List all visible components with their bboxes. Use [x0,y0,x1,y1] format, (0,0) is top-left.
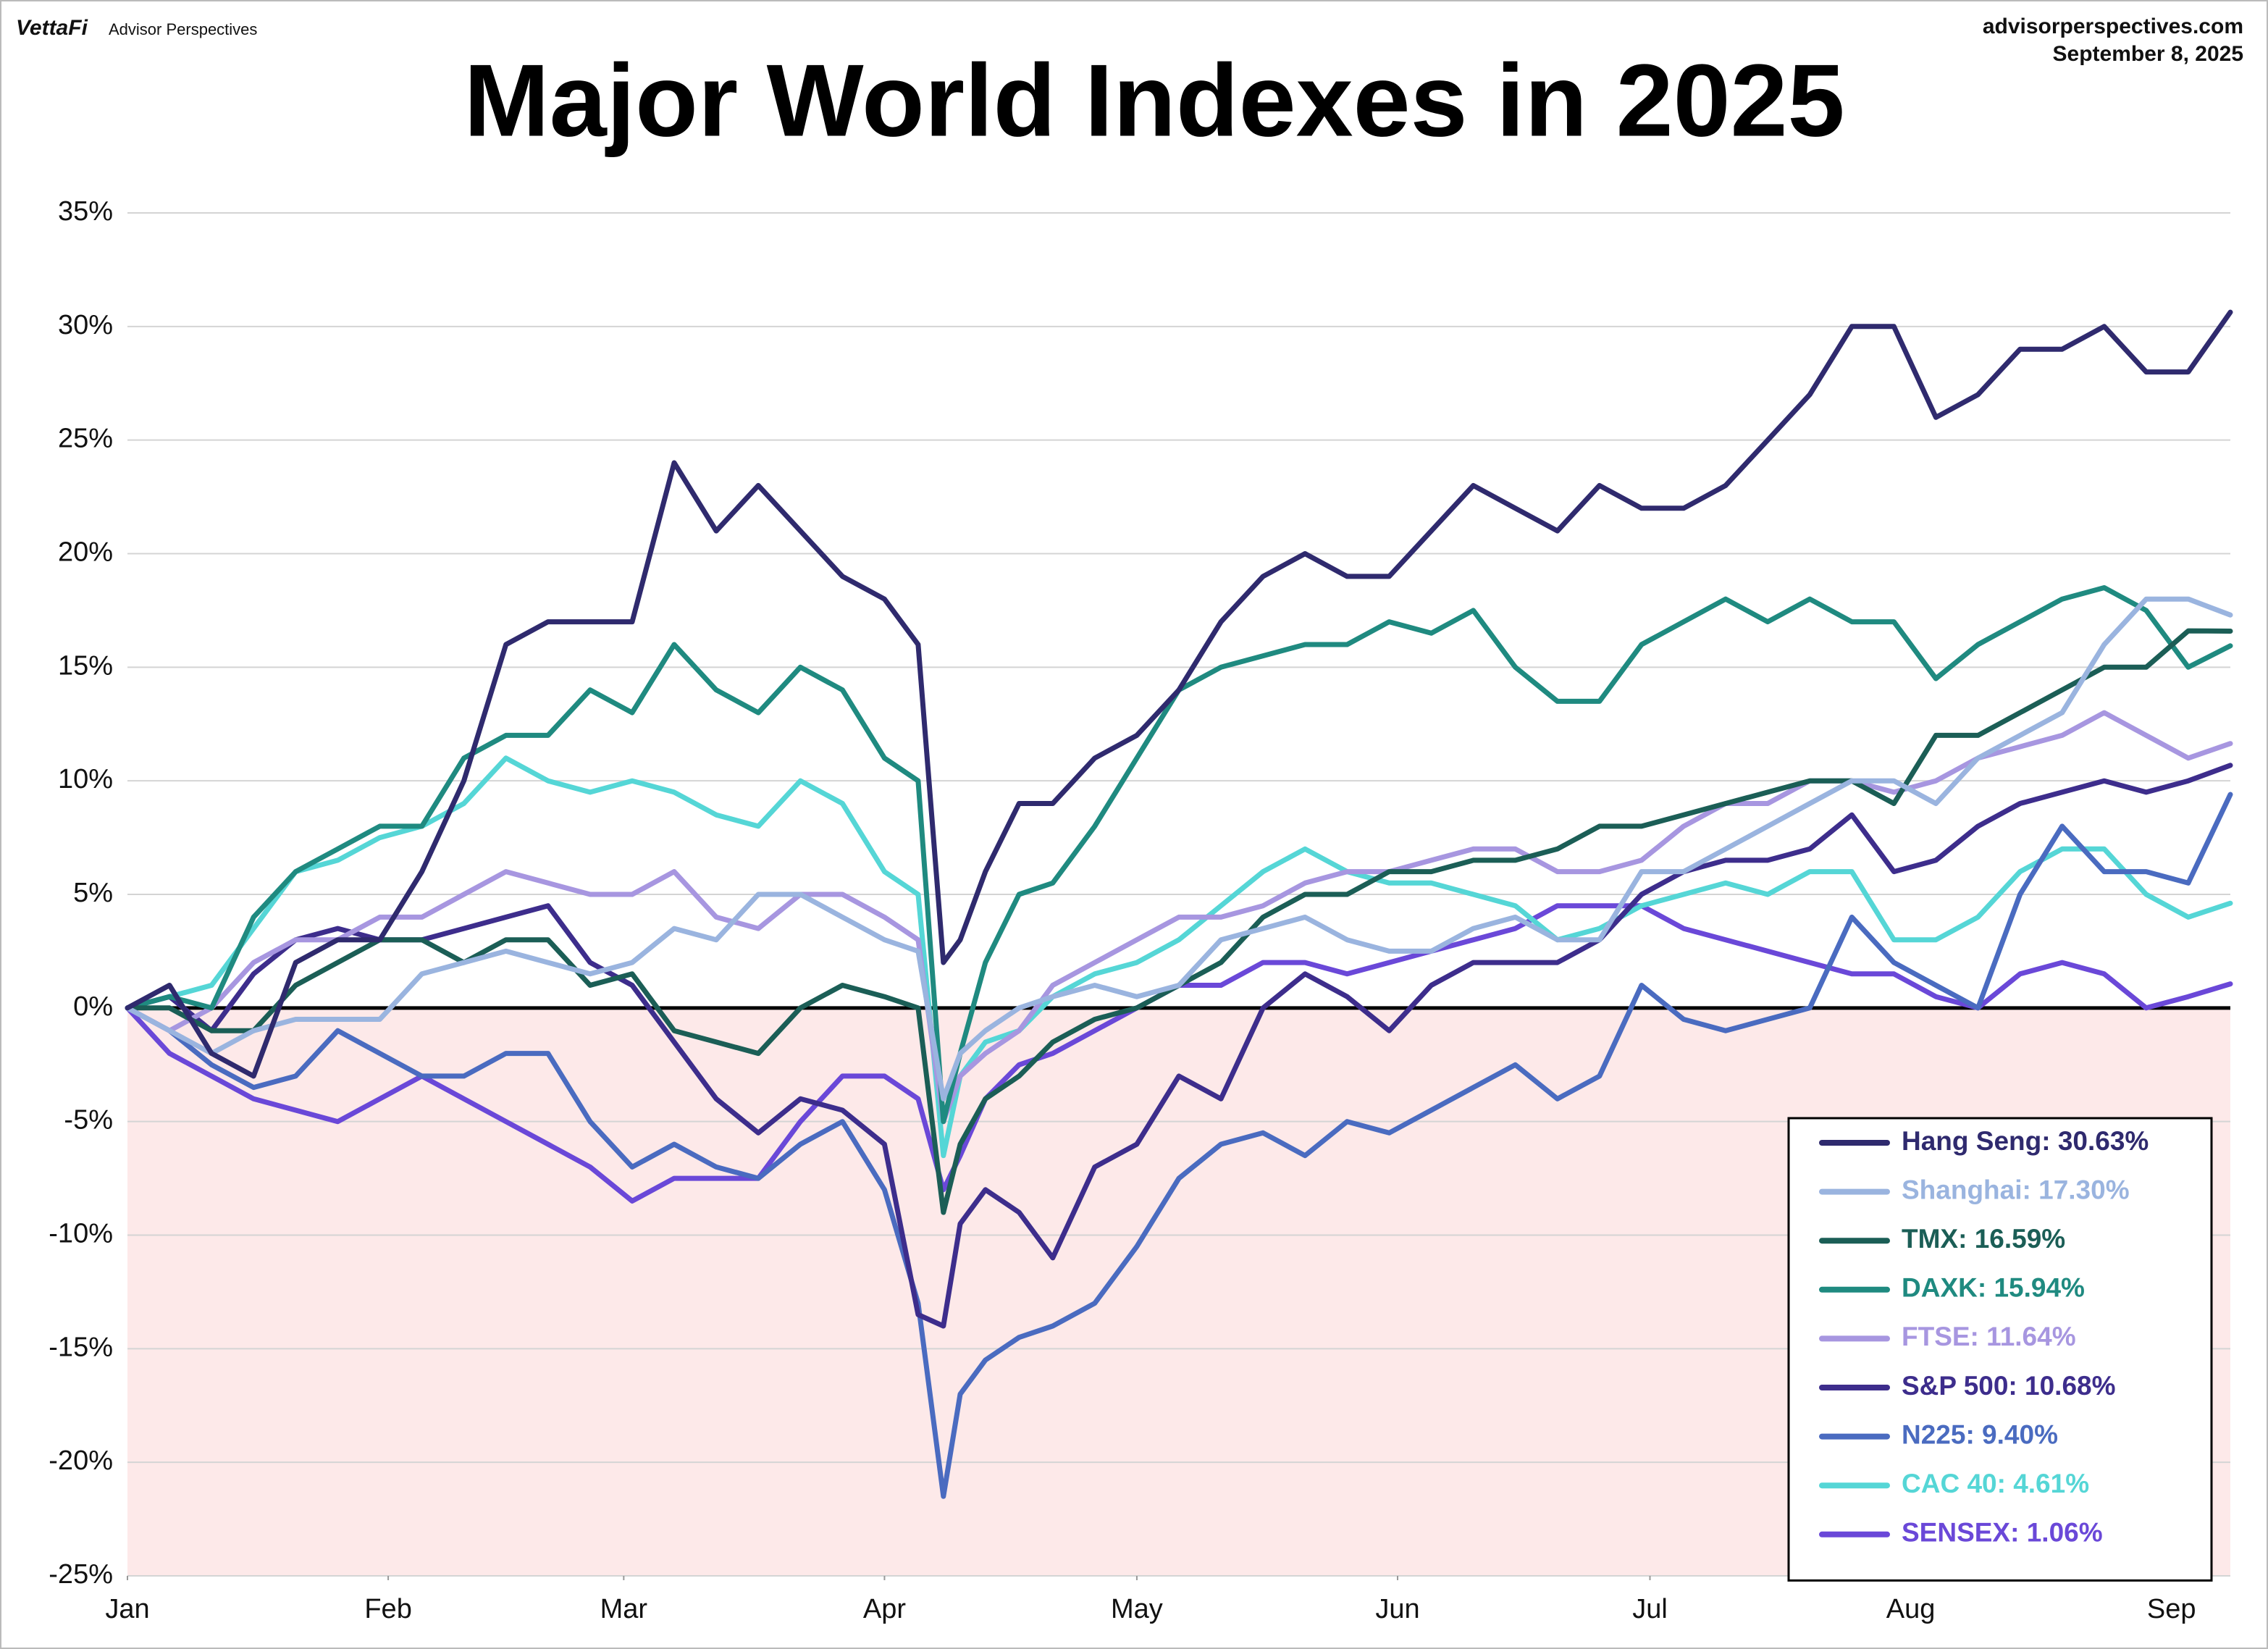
x-tick-label: Mar [600,1594,648,1624]
y-tick-label: 5% [73,878,113,908]
legend-label: Shanghai: 17.30% [1902,1175,2130,1204]
y-tick-label: 15% [58,650,113,681]
y-tick-label: 30% [58,310,113,340]
legend-label: SENSEX: 1.06% [1902,1518,2103,1548]
legend-label: TMX: 16.59% [1902,1224,2065,1254]
source: advisorperspectives.com [1983,14,2243,38]
y-tick-label: -15% [49,1332,113,1362]
x-tick-label: Jun [1375,1594,1419,1624]
y-tick-label: -20% [49,1446,113,1476]
x-tick-label: Jan [105,1594,149,1624]
lines [125,309,2233,1499]
x-tick-label: Sep [2147,1594,2196,1624]
y-tick-label: -25% [49,1559,113,1590]
x-tick-label: Apr [863,1594,906,1624]
series-line [125,755,2233,1159]
legend-label: CAC 40: 4.61% [1902,1469,2089,1498]
series-line [125,763,2233,1329]
brand-logo: VettaFi [16,16,88,40]
legend-label: FTSE: 11.64% [1902,1322,2076,1351]
legend-label: S&P 500: 10.68% [1902,1371,2116,1401]
series-line [125,596,2233,1102]
legend-label: DAXK: 15.94% [1902,1273,2085,1303]
y-tick-label: -10% [49,1219,113,1249]
series-line [125,309,2233,1079]
y-tick-label: -5% [64,1105,113,1136]
y-tick-label: 10% [58,764,113,794]
series-line [125,710,2233,1125]
x-tick-label: Aug [1886,1594,1936,1624]
x-tick-label: May [1111,1594,1163,1624]
brand-subtitle: Advisor Perspectives [109,20,257,38]
chart-title: Major World Indexes in 2025 [463,43,1844,159]
legend-box [1787,1117,2213,1582]
legend: Hang Seng: 30.63% Shanghai: 17.30% TMX: 16… [1787,1117,2213,1582]
date: September 8, 2025 [2053,42,2243,66]
series-line [125,628,2233,1215]
legend-label: N225: 9.40% [1902,1419,2058,1449]
y-tick-label: 35% [58,196,113,227]
legend-label: Hang Seng: 30.63% [1902,1126,2149,1156]
x-tick-label: Jul [1632,1594,1668,1624]
series-line [125,585,2233,1125]
series-line [125,792,2233,1499]
y-tick-label: 0% [73,991,113,1022]
y-tick-label: 20% [58,537,113,568]
y-tick-label: 25% [58,424,113,454]
x-tick-label: Feb [364,1594,411,1624]
